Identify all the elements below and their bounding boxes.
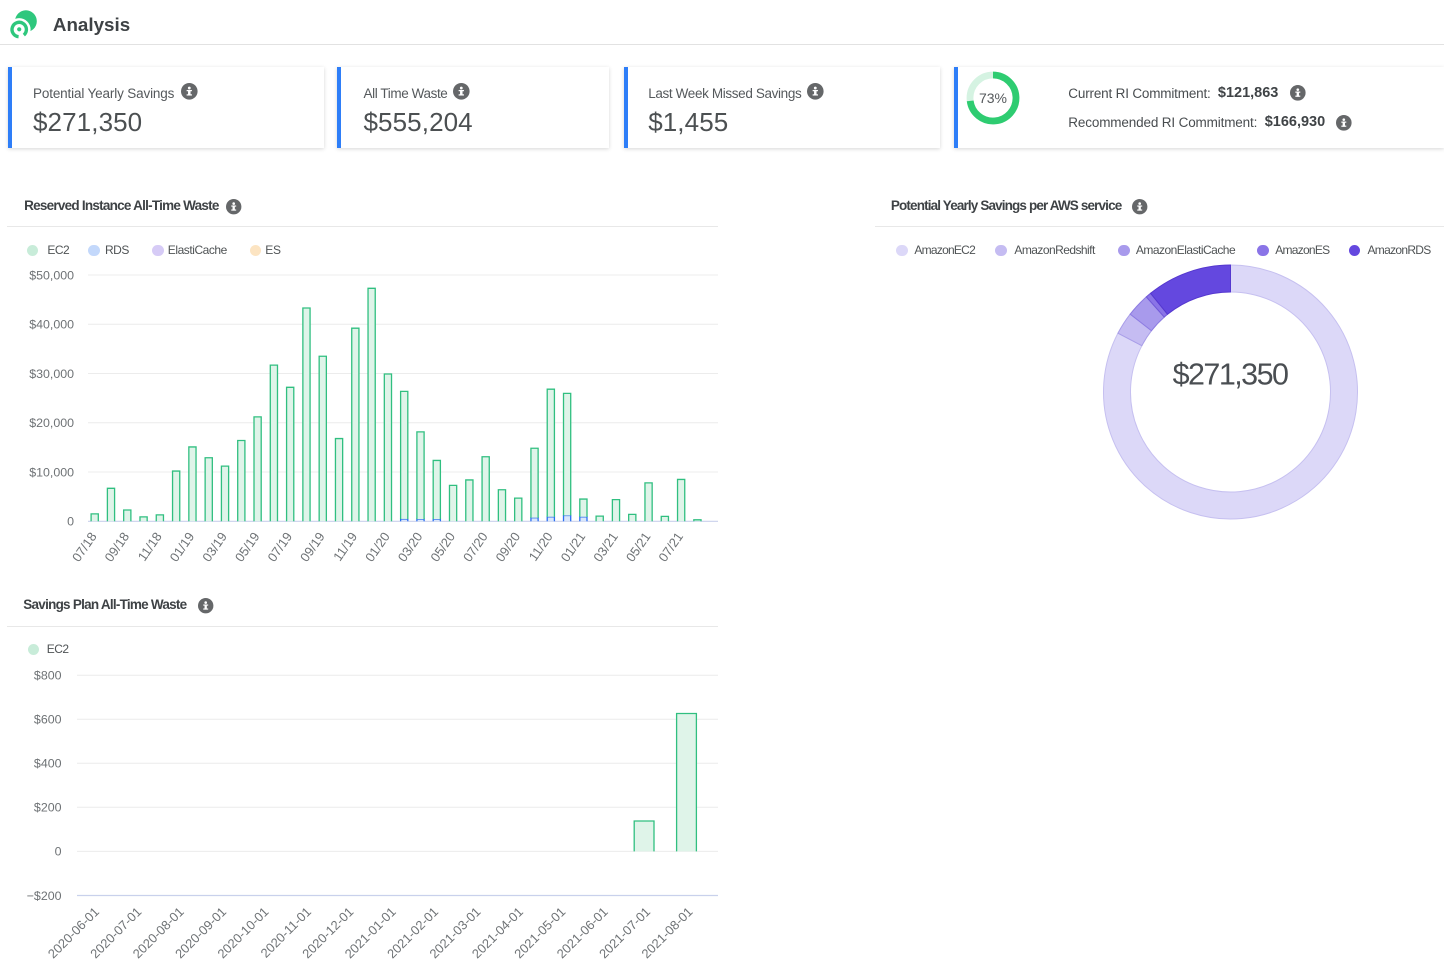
svg-text:07/19: 07/19 [264, 529, 295, 564]
svg-text:$30,000: $30,000 [29, 367, 74, 381]
svg-text:09/18: 09/18 [101, 529, 132, 564]
svg-text:$20,000: $20,000 [29, 416, 74, 430]
svg-text:03/21: 03/21 [590, 529, 621, 564]
svg-text:73%: 73% [979, 90, 1007, 106]
svg-text:05/20: 05/20 [427, 529, 458, 564]
svg-text:$800: $800 [34, 669, 62, 683]
svg-text:03/20: 03/20 [395, 529, 426, 564]
svg-text:−$200: −$200 [27, 889, 62, 903]
svg-text:07/18: 07/18 [69, 529, 100, 564]
svg-text:07/20: 07/20 [460, 529, 491, 564]
svg-text:$40,000: $40,000 [29, 318, 74, 332]
svg-text:0: 0 [67, 515, 74, 529]
svg-text:01/21: 01/21 [558, 529, 589, 564]
svg-text:01/20: 01/20 [362, 529, 393, 564]
svg-text:$600: $600 [34, 713, 62, 727]
svg-text:11/19: 11/19 [330, 529, 360, 563]
svg-text:$10,000: $10,000 [29, 465, 74, 479]
svg-text:05/19: 05/19 [232, 529, 263, 564]
svg-text:11/20: 11/20 [526, 529, 556, 563]
svg-text:$200: $200 [34, 801, 62, 815]
svg-text:05/21: 05/21 [623, 529, 654, 564]
svg-text:0: 0 [55, 845, 62, 859]
svg-text:03/19: 03/19 [199, 529, 230, 564]
svg-text:$400: $400 [34, 757, 62, 771]
svg-text:07/21: 07/21 [655, 529, 686, 564]
svg-text:01/19: 01/19 [167, 529, 198, 564]
svg-text:09/19: 09/19 [297, 529, 328, 564]
svg-text:11/18: 11/18 [135, 529, 165, 563]
svg-text:$50,000: $50,000 [29, 268, 74, 282]
svg-text:09/20: 09/20 [492, 529, 523, 564]
svg-text:$271,350: $271,350 [1173, 357, 1288, 391]
